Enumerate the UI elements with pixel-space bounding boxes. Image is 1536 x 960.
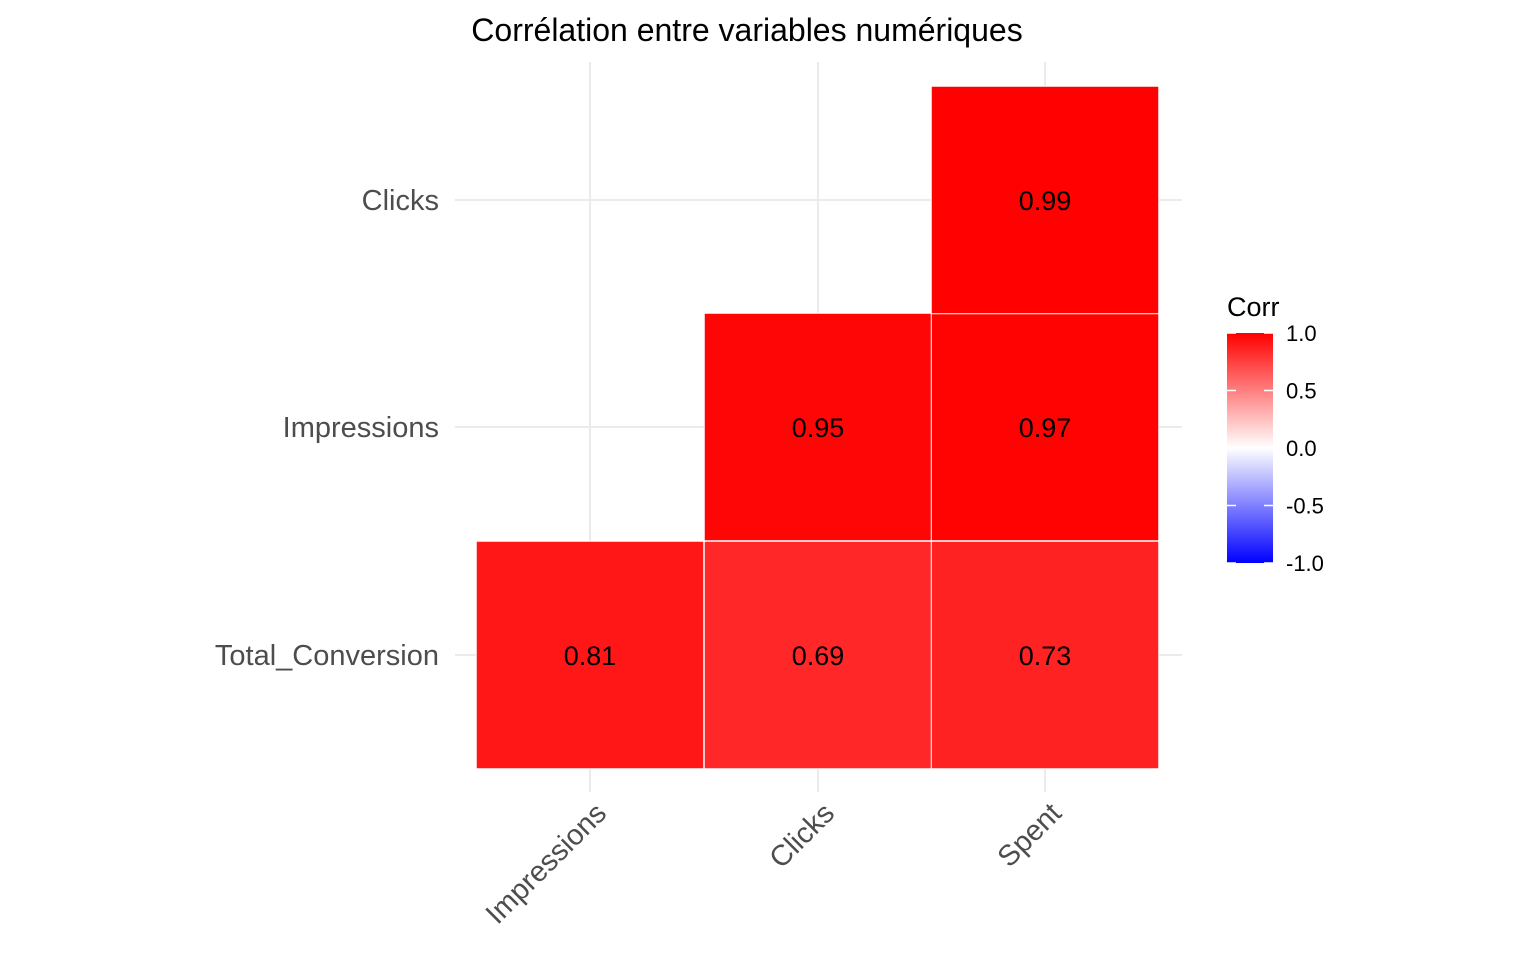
heatmap-cell-4	[930, 312, 1160, 542]
chart-title: Corrélation entre variables numériques	[471, 12, 1022, 48]
y-tick-label-0: Total_Conversion	[215, 640, 439, 672]
legend-tick-label-0: 1.0	[1286, 321, 1317, 346]
x-tick-label-2: Spent	[992, 797, 1068, 873]
cell-value-label-3: 0.95	[792, 413, 845, 443]
cell-value-label-2: 0.73	[1019, 641, 1072, 671]
cell-value-label-0: 0.81	[564, 641, 617, 671]
y-axis: Total_Conversion Impressions Clicks	[215, 185, 439, 672]
heatmap-cell-5	[930, 85, 1160, 315]
y-tick-label-2: Clicks	[362, 185, 439, 217]
legend-tick-label-4: -1.0	[1286, 551, 1324, 576]
cell-value-label-5: 0.99	[1019, 186, 1072, 216]
heatmap-cell-3	[703, 312, 933, 542]
legend-tick-label-1: 0.5	[1286, 379, 1317, 404]
y-tick-label-1: Impressions	[283, 412, 439, 444]
x-axis: Impressions Clicks Spent	[480, 785, 1068, 930]
legend: Corr 1.0 0.5 0.0 -0.5 -1.0	[1227, 292, 1324, 576]
heatmap-cell-0	[475, 540, 705, 770]
cell-value-label-1: 0.69	[792, 641, 845, 671]
legend-tick-label-3: -0.5	[1286, 494, 1324, 519]
x-tick-label-1: Clicks	[764, 797, 841, 874]
legend-tick-label-2: 0.0	[1286, 436, 1317, 461]
x-tick-label-0: Impressions	[480, 797, 613, 930]
legend-title: Corr	[1227, 292, 1280, 322]
cell-value-label-4: 0.97	[1019, 413, 1072, 443]
cell-labels: 0.81 0.69 0.73 0.95 0.97 0.99	[564, 186, 1072, 671]
heatmap-cells	[475, 85, 1160, 770]
heatmap-cell-2	[930, 540, 1160, 770]
